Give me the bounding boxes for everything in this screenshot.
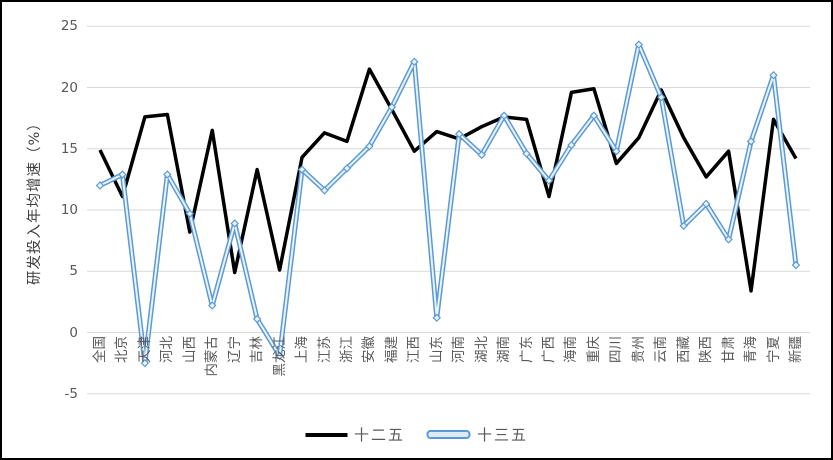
series-line-13th — [98, 42, 799, 366]
x-category-label: 四川 — [608, 336, 625, 363]
x-category-label: 天津 — [136, 336, 153, 363]
x-category-label: 浙江 — [338, 336, 355, 363]
x-category-label: 青海 — [743, 336, 760, 363]
x-category-label: 北京 — [114, 336, 131, 363]
data-marker-diamond — [679, 221, 688, 231]
data-marker-diamond — [342, 164, 352, 173]
data-marker-diamond — [589, 111, 599, 120]
data-marker-diamond — [477, 150, 486, 160]
data-marker-diamond — [769, 71, 778, 80]
data-marker-diamond — [387, 102, 397, 112]
legend-line-sample-13th — [426, 430, 470, 439]
x-category-label: 湖南 — [496, 336, 513, 363]
data-marker-diamond — [544, 176, 554, 185]
data-marker-diamond — [365, 142, 374, 151]
data-marker-diamond — [118, 170, 127, 179]
x-category-label: 重庆 — [585, 336, 602, 363]
data-marker-diamond — [208, 301, 217, 310]
x-category-label: 宁夏 — [765, 336, 782, 363]
x-category-label: 山西 — [181, 336, 198, 363]
data-marker-diamond — [320, 186, 329, 195]
x-category-label: 黑龙江 — [271, 336, 288, 377]
x-category-label: 安徽 — [361, 336, 378, 363]
data-marker-diamond — [612, 146, 621, 156]
data-marker-diamond — [724, 235, 733, 244]
y-tick-label: 25 — [60, 18, 78, 35]
x-category-label: 云南 — [653, 336, 670, 363]
x-category-label: 西藏 — [675, 336, 692, 363]
x-category-label: 江西 — [406, 336, 423, 363]
y-tick-label: 10 — [60, 202, 78, 218]
x-category-label: 辽宁 — [226, 336, 243, 363]
data-marker-diamond — [454, 129, 464, 139]
data-marker-diamond — [185, 209, 195, 218]
x-category-label: 河南 — [451, 336, 468, 363]
x-category-label: 福建 — [383, 336, 400, 363]
data-marker-diamond — [140, 358, 150, 368]
x-category-label: 贵州 — [630, 336, 647, 363]
x-category-label: 广西 — [541, 336, 557, 363]
x-category-label: 全国 — [92, 336, 108, 363]
x-category-label: 吉林 — [249, 336, 266, 363]
data-marker-diamond — [275, 351, 284, 361]
data-marker-diamond — [499, 111, 509, 120]
y-tick-label: 15 — [60, 140, 78, 157]
data-marker-diamond — [746, 137, 756, 146]
x-category-label: 新疆 — [787, 336, 804, 363]
legend-label-13th: 十三五 — [477, 426, 529, 444]
legend-line-sample-12th — [304, 432, 347, 437]
legend: 十二五 十三五 — [304, 424, 529, 445]
legend-label-12th: 十二五 — [353, 426, 405, 444]
data-marker-diamond — [567, 140, 576, 150]
x-category-label: 海南 — [563, 336, 580, 363]
x-category-label: 江苏 — [316, 336, 333, 363]
x-category-label: 山东 — [428, 336, 445, 363]
data-marker-diamond — [522, 149, 531, 158]
data-marker-diamond — [634, 40, 644, 49]
data-marker-diamond — [432, 313, 441, 323]
data-marker-diamond — [252, 314, 262, 324]
data-marker-diamond — [791, 260, 801, 270]
x-category-label: 广东 — [518, 336, 535, 363]
x-category-label: 河北 — [159, 336, 176, 363]
y-tick-label: 20 — [60, 79, 78, 96]
y-tick-label: 5 — [69, 263, 78, 280]
y-tick-label: 0 — [69, 324, 78, 341]
data-marker-diamond — [297, 165, 307, 174]
data-marker-diamond — [657, 93, 666, 102]
data-marker-diamond — [95, 181, 105, 190]
x-category-label: 内蒙古 — [204, 336, 221, 377]
data-marker-diamond — [701, 199, 711, 209]
data-marker-diamond — [230, 219, 239, 228]
data-marker-diamond — [163, 170, 172, 179]
y-tick-label: -5 — [64, 385, 78, 402]
x-category-label: 上海 — [294, 336, 311, 363]
series-line-13th-core — [99, 43, 797, 365]
x-category-label: 湖北 — [473, 336, 490, 363]
series-line-12th — [98, 67, 798, 293]
data-marker-diamond — [410, 57, 419, 67]
x-category-label: 陕西 — [698, 336, 715, 363]
x-category-label: 甘肃 — [720, 336, 737, 363]
